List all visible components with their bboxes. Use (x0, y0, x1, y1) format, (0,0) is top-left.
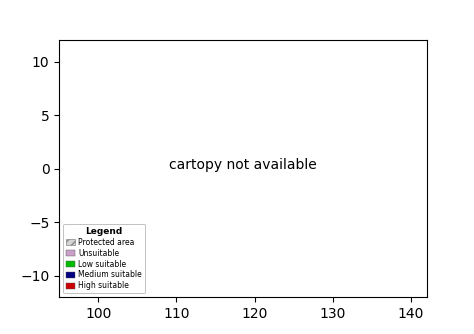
Legend: Protected area, Unsuitable, Low suitable, Medium suitable, High suitable: Protected area, Unsuitable, Low suitable… (63, 224, 145, 294)
Text: cartopy not available: cartopy not available (169, 158, 317, 172)
